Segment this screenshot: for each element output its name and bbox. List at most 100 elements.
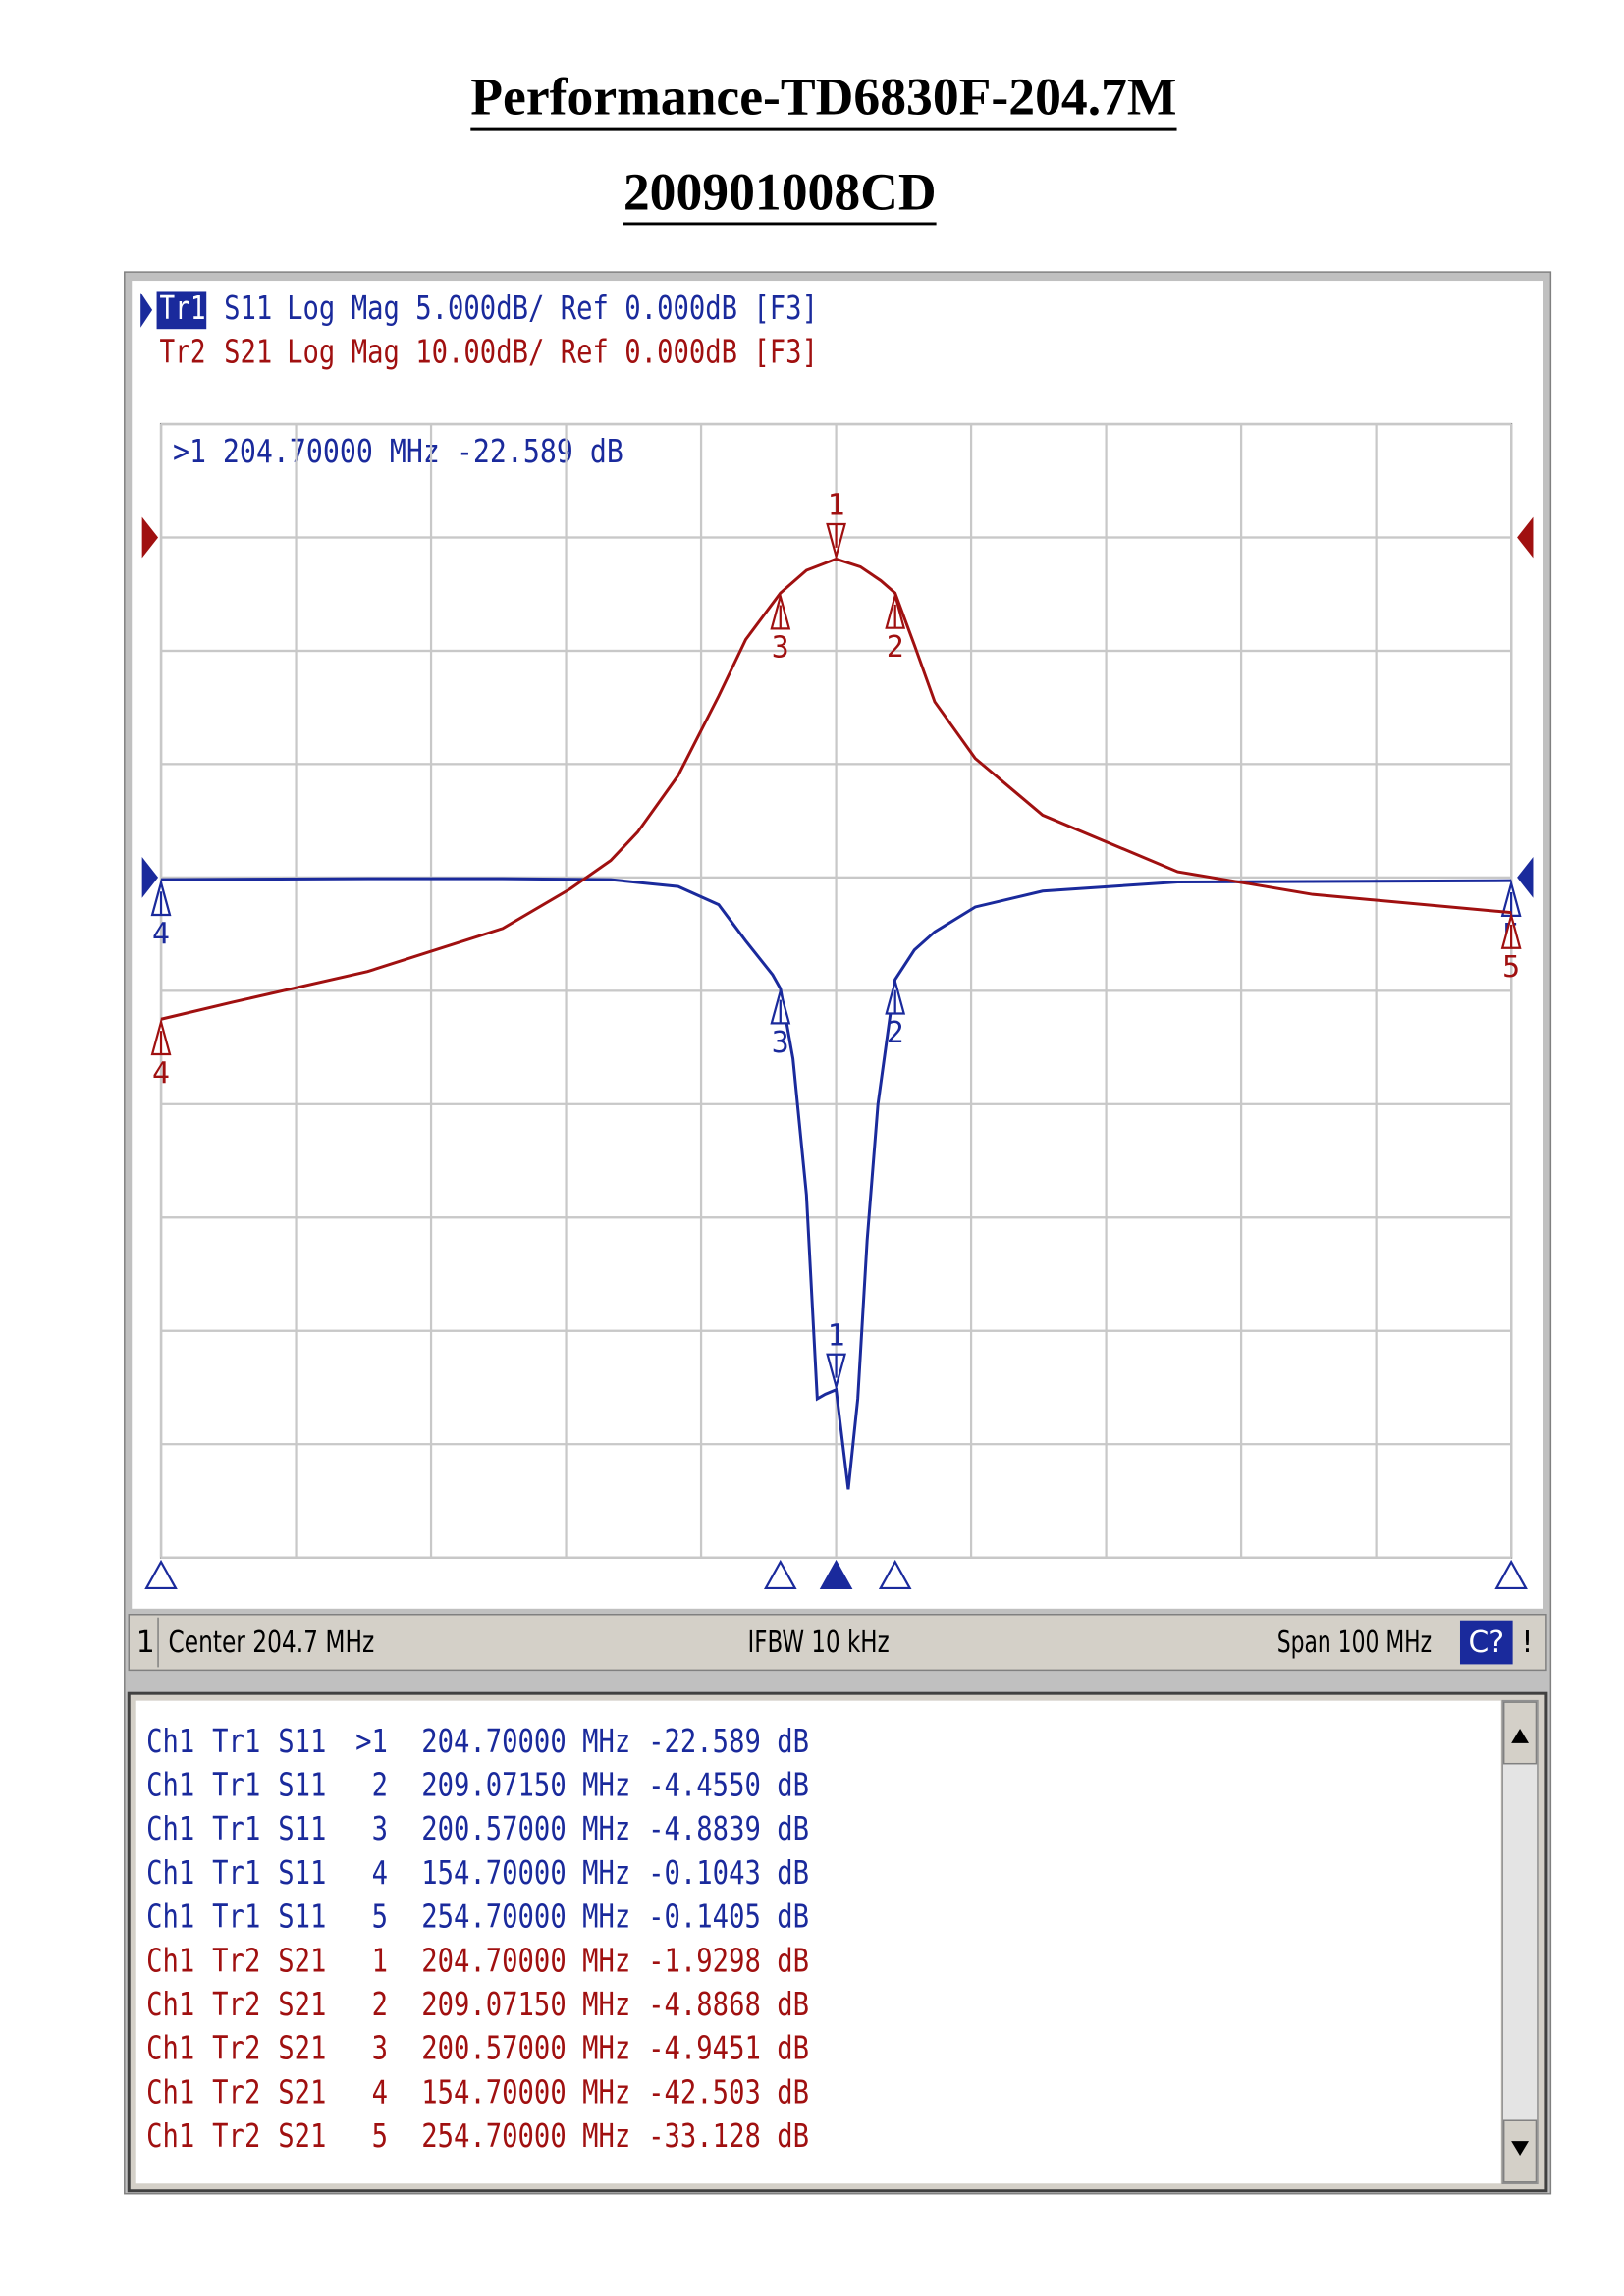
trace-line [161,877,1512,1490]
marker-label: 2 [887,630,904,665]
marker-table-cell: 5 [372,2117,388,2155]
marker-table-cell: Tr1 [212,1767,260,1804]
marker-table-cell: 200.57000 MHz [421,2030,630,2067]
marker-table-cell: Tr2 [212,1942,260,1979]
ref-arrow [1517,857,1534,898]
marker-table-cell: Tr1 [212,1854,260,1892]
trace-parameter: S11 [224,290,272,327]
trace-parameter: S21 [224,334,272,371]
trace-id: Tr1 [160,290,206,327]
marker [150,879,172,917]
marker-label: 2 [887,1016,904,1050]
marker [885,977,906,1015]
marker-table-cell: 4 [372,1854,388,1892]
marker-table-cell: 4 [372,2073,388,2110]
subtitle: 200901008CD [623,162,937,221]
marker-readout: >1 204.70000 MHz -22.589 dB [173,433,623,470]
marker [826,1353,846,1391]
marker-table-cell: -4.4550 dB [648,1767,809,1804]
ref-arrow [1517,516,1534,559]
marker [770,987,791,1025]
marker-table-cell: S11 [278,1898,326,1936]
marker-table-cell: Tr2 [212,2030,260,2067]
marker [1500,911,1522,949]
marker-table-cell: S11 [278,1767,326,1804]
marker-table-cell: Tr1 [212,1898,260,1936]
marker-label: 3 [772,1026,789,1060]
title: Performance-TD6830F-204.7M [470,68,1176,127]
marker [826,522,846,561]
stimulus-marker [878,1559,912,1590]
marker-table-cell: 254.70000 MHz [421,2117,630,2155]
marker-table-cell: 154.70000 MHz [421,1854,630,1892]
status-span: Span 100 MHz [1277,1626,1432,1660]
marker-table-cell: Tr1 [212,1723,260,1760]
trace-format: Log Mag 5.000dB/ Ref 0.000dB [F3] [287,290,818,327]
marker-table-cell: -33.128 dB [648,2117,809,2155]
marker-table-cell: -42.503 dB [648,2073,809,2110]
status-warning: ! [1522,1626,1534,1660]
marker-label: 5 [1502,950,1520,985]
marker-label: 1 [828,1318,845,1353]
status-bar [128,1614,1547,1672]
marker-table-cell: Ch1 [146,1767,194,1804]
marker-table-cell: >1 [355,1723,388,1760]
marker-table-cell: 254.70000 MHz [421,1898,630,1936]
marker-table-cell: -4.9451 dB [648,2030,809,2067]
marker-table-cell: Tr2 [212,2117,260,2155]
marker-table-cell: -4.8868 dB [648,1986,809,2023]
marker-table-cell: S11 [278,1810,326,1847]
marker-table-cell: 209.07150 MHz [421,1767,630,1804]
marker [150,1017,172,1056]
marker-label: 4 [152,1056,170,1091]
stimulus-marker [1494,1559,1528,1590]
trace-line [160,557,1512,1021]
scrollbar[interactable] [1501,1699,1539,2185]
marker-table-cell: S11 [278,1854,326,1892]
marker-table-cell: 204.70000 MHz [421,1942,630,1979]
marker [770,592,791,630]
marker-table-cell: 154.70000 MHz [421,2073,630,2110]
marker-table-cell: -4.8839 dB [648,1810,809,1847]
marker-table-cell: Tr1 [212,1810,260,1847]
marker-table-cell: -22.589 dB [648,1723,809,1760]
scroll-down-arrow [1511,2141,1530,2156]
ref-arrow [141,516,159,559]
ref-arrow [141,857,159,898]
active-pointer [140,292,153,328]
active-trace-box [156,291,207,330]
marker-table-cell: S11 [278,1723,326,1760]
marker-label: 4 [152,917,170,951]
marker-table-cell: S21 [278,1986,326,2023]
status-center: Center 204.7 MHz [168,1626,374,1660]
status-correction[interactable]: C? [1468,1626,1504,1660]
marker-table-cell: S21 [278,2073,326,2110]
marker-table-cell: Ch1 [146,1723,194,1760]
marker-table-cell: Tr2 [212,1986,260,2023]
marker-table-cell: 2 [372,1986,388,2023]
marker-table-cell: 204.70000 MHz [421,1723,630,1760]
marker-table-cell: -0.1043 dB [648,1854,809,1892]
marker-label: 3 [772,631,789,666]
marker-table-cell: Ch1 [146,1898,194,1936]
marker-table-cell: S21 [278,1942,326,1979]
marker-table-cell: Ch1 [146,1986,194,2023]
status-ifbw: IFBW 10 kHz [747,1626,889,1660]
marker-table-cell: -0.1405 dB [648,1898,809,1936]
marker-table-cell: Ch1 [146,2117,194,2155]
correction-box[interactable] [1459,1620,1513,1665]
stimulus-marker [819,1559,853,1590]
marker-table-cell: 3 [372,1810,388,1847]
plot-panel [132,281,1543,1609]
marker-table-cell: 200.57000 MHz [421,1810,630,1847]
marker-table-cell: S21 [278,2030,326,2067]
marker-table-cell: Ch1 [146,2030,194,2067]
marker-label: 1 [828,489,845,523]
trace-id: Tr2 [160,334,206,371]
marker-table-cell: 2 [372,1767,388,1804]
marker-table-cell: Tr2 [212,2073,260,2110]
marker-table-cell: S21 [278,2117,326,2155]
stimulus-marker [763,1559,797,1590]
